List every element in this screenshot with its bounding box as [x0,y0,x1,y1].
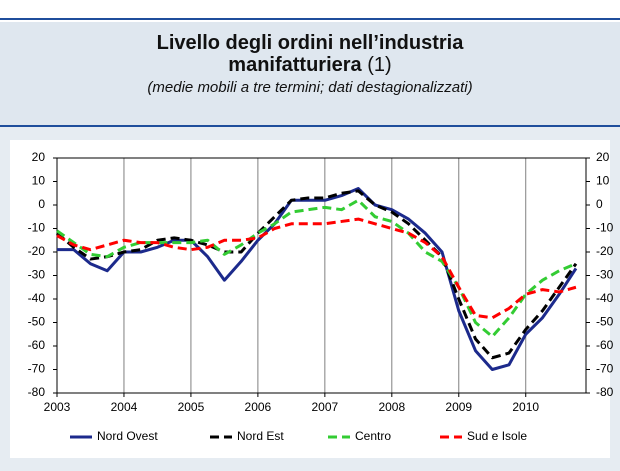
y2-tick-label: -50 [596,315,614,329]
series-line [56,198,577,339]
y-tick-label: -30 [28,268,46,282]
x-tick-label: 2003 [44,400,71,414]
x-tick-label: 2004 [111,400,138,414]
y-tick-label: -20 [28,244,46,258]
x-tick-label: 2009 [445,400,472,414]
title-note: (1) [367,54,392,76]
y-tick-label: 20 [32,150,46,164]
x-tick-label: 2006 [245,400,272,414]
y2-tick-label: -30 [596,268,614,282]
y2-tick-label: -10 [596,221,614,235]
x-tick-label: 2005 [178,400,205,414]
legend-label: Centro [355,429,391,443]
y2-tick-label: -20 [596,244,614,258]
x-tick-label: 2007 [311,400,338,414]
y2-tick-label: 0 [596,197,603,211]
y2-tick-label: 20 [596,150,610,164]
series-line [56,217,577,320]
x-tick-label: 2010 [512,400,539,414]
plot-frame [56,157,587,394]
chart-title: Livello degli ordini nell’industria mani… [156,32,464,76]
top-rule [0,18,620,20]
y-tick-label: -50 [28,315,46,329]
legend-label: Sud e Isole [467,429,527,443]
legend-label: Nord Ovest [97,429,158,443]
title-block: Livello degli ordini nell’industria mani… [90,32,530,76]
chart-subtitle: (medie mobili a tre termini; dati destag… [147,79,473,96]
series-line [57,187,578,371]
y-tick-label: -70 [28,362,46,376]
y-tick-label: -60 [28,338,46,352]
x-tick-label: 2008 [378,400,405,414]
y2-tick-label: 10 [596,174,610,188]
y-tick-label: -80 [28,385,46,399]
plot-background [10,140,610,458]
y2-tick-label: -80 [596,385,614,399]
y-tick-label: -10 [28,221,46,235]
legend-label: Nord Est [237,429,284,443]
y-tick-label: -40 [28,291,46,305]
y2-tick-label: -70 [596,362,614,376]
header: Livello degli ordini nell’industria mani… [0,22,620,127]
series-line [56,189,578,360]
y2-tick-label: -40 [596,291,614,305]
y-tick-label: 10 [32,174,46,188]
y2-tick-label: -60 [596,338,614,352]
y-tick-label: 0 [38,197,45,211]
